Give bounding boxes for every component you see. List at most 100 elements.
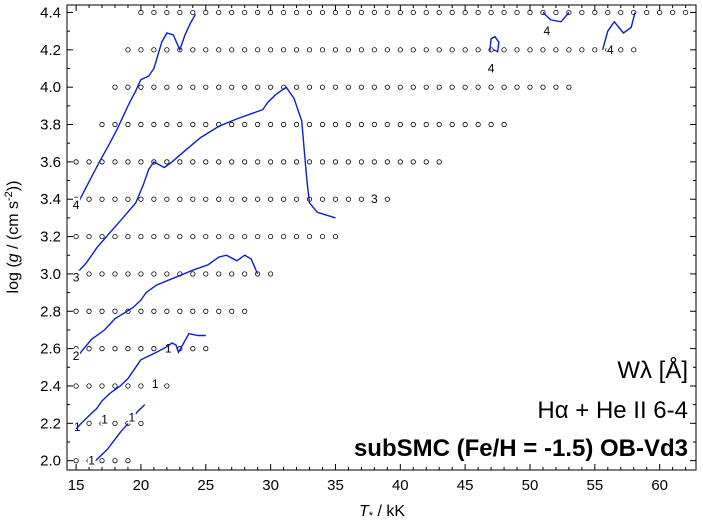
model-grid-point	[449, 9, 455, 16]
model-grid-point	[138, 271, 144, 277]
model-grid-point	[268, 196, 274, 202]
model-grid-point	[112, 233, 118, 240]
model-grid-point	[319, 84, 326, 90]
model-grid-point	[177, 196, 183, 202]
x-tick-label: 60	[651, 477, 668, 494]
model-grid-point	[268, 47, 274, 53]
model-grid-point	[151, 233, 157, 240]
model-grid-point	[579, 47, 585, 53]
model-grid-point	[384, 121, 390, 128]
model-grid-layer	[73, 9, 689, 464]
model-grid-point	[306, 84, 313, 90]
model-grid-point	[203, 47, 209, 53]
model-grid-point	[190, 308, 196, 314]
model-grid-point	[358, 9, 364, 16]
model-grid-point	[164, 84, 170, 90]
model-grid-point	[618, 47, 624, 53]
x-tick-label: 30	[262, 477, 279, 494]
model-grid-point	[86, 233, 92, 240]
model-grid-point	[255, 9, 261, 16]
contour-label: 1	[129, 411, 136, 425]
y-tick-label: 2.2	[40, 415, 61, 432]
model-grid-point	[268, 233, 274, 240]
model-grid-point	[436, 121, 442, 128]
model-grid-point	[449, 84, 455, 90]
contour-label-bg	[542, 24, 551, 38]
model-grid-point	[384, 84, 390, 90]
annotation-line-3: subSMC (Fe/H = -1.5) OB-Vd3	[354, 435, 688, 462]
model-grid-point	[371, 84, 377, 90]
model-grid-point	[229, 196, 235, 202]
model-grid-point	[86, 383, 92, 389]
model-grid-point	[345, 47, 352, 53]
model-grid-point	[164, 383, 170, 389]
model-grid-point	[138, 233, 144, 240]
model-grid-point	[566, 9, 572, 16]
model-grid-point	[293, 159, 300, 165]
model-grid-point	[164, 121, 170, 128]
model-grid-point	[527, 84, 533, 90]
model-grid-point	[242, 233, 248, 240]
contour-label-bg	[100, 412, 109, 426]
model-grid-point	[475, 47, 481, 53]
model-grid-point	[138, 308, 144, 314]
model-grid-point	[151, 9, 157, 16]
model-grid-point	[280, 9, 287, 16]
model-grid-point	[216, 159, 222, 165]
x-tick-label: 35	[327, 477, 344, 494]
model-grid-point	[449, 47, 455, 53]
x-tick-label: 15	[68, 477, 85, 494]
model-grid-point	[229, 271, 235, 277]
model-grid-point	[86, 420, 92, 426]
model-grid-point	[177, 159, 183, 165]
contour-line-3	[75, 86, 336, 275]
model-grid-point	[99, 346, 105, 352]
model-grid-point	[605, 9, 611, 16]
model-grid-point	[86, 271, 92, 277]
contour-label-bg	[72, 270, 81, 284]
model-grid-point	[242, 308, 248, 314]
model-grid-point	[190, 196, 196, 202]
y-tick-label: 3.6	[40, 154, 61, 171]
model-grid-point	[540, 47, 546, 53]
contour-line-2	[75, 254, 259, 359]
model-grid-point	[423, 121, 429, 128]
model-grid-point	[216, 308, 222, 314]
model-grid-point	[527, 47, 533, 53]
contour-line-4c	[542, 11, 570, 23]
x-axis-label: T* / kK	[359, 503, 405, 522]
model-grid-point	[410, 47, 416, 53]
model-grid-point	[138, 383, 144, 389]
contour-label: 3	[73, 271, 80, 285]
model-grid-point	[462, 121, 468, 128]
model-grid-point	[293, 196, 300, 202]
model-grid-point	[280, 159, 287, 165]
model-grid-point	[319, 9, 326, 16]
model-grid-point	[436, 159, 442, 165]
model-grid-point	[203, 196, 209, 202]
model-grid-point	[293, 47, 300, 53]
model-grid-point	[112, 196, 118, 202]
model-grid-point	[488, 84, 494, 90]
model-grid-point	[99, 233, 105, 240]
model-grid-point	[216, 196, 222, 202]
model-grid-point	[306, 121, 313, 128]
model-grid-point	[125, 383, 131, 389]
model-grid-point	[86, 159, 92, 165]
model-grid-point	[86, 196, 92, 202]
model-grid-point	[73, 233, 79, 240]
model-grid-point	[229, 121, 235, 128]
model-grid-point	[410, 159, 416, 165]
model-grid-point	[190, 47, 196, 53]
model-grid-point	[73, 308, 79, 314]
model-grid-point	[501, 9, 507, 16]
model-grid-point	[436, 9, 442, 16]
model-grid-point	[475, 84, 481, 90]
contour-label: 3	[371, 192, 378, 206]
model-grid-point	[332, 233, 339, 240]
y-tick-label: 2.6	[40, 341, 61, 358]
model-grid-point	[410, 84, 416, 90]
model-grid-point	[125, 233, 131, 240]
model-grid-point	[125, 196, 131, 202]
contour-label: 2	[73, 349, 80, 363]
